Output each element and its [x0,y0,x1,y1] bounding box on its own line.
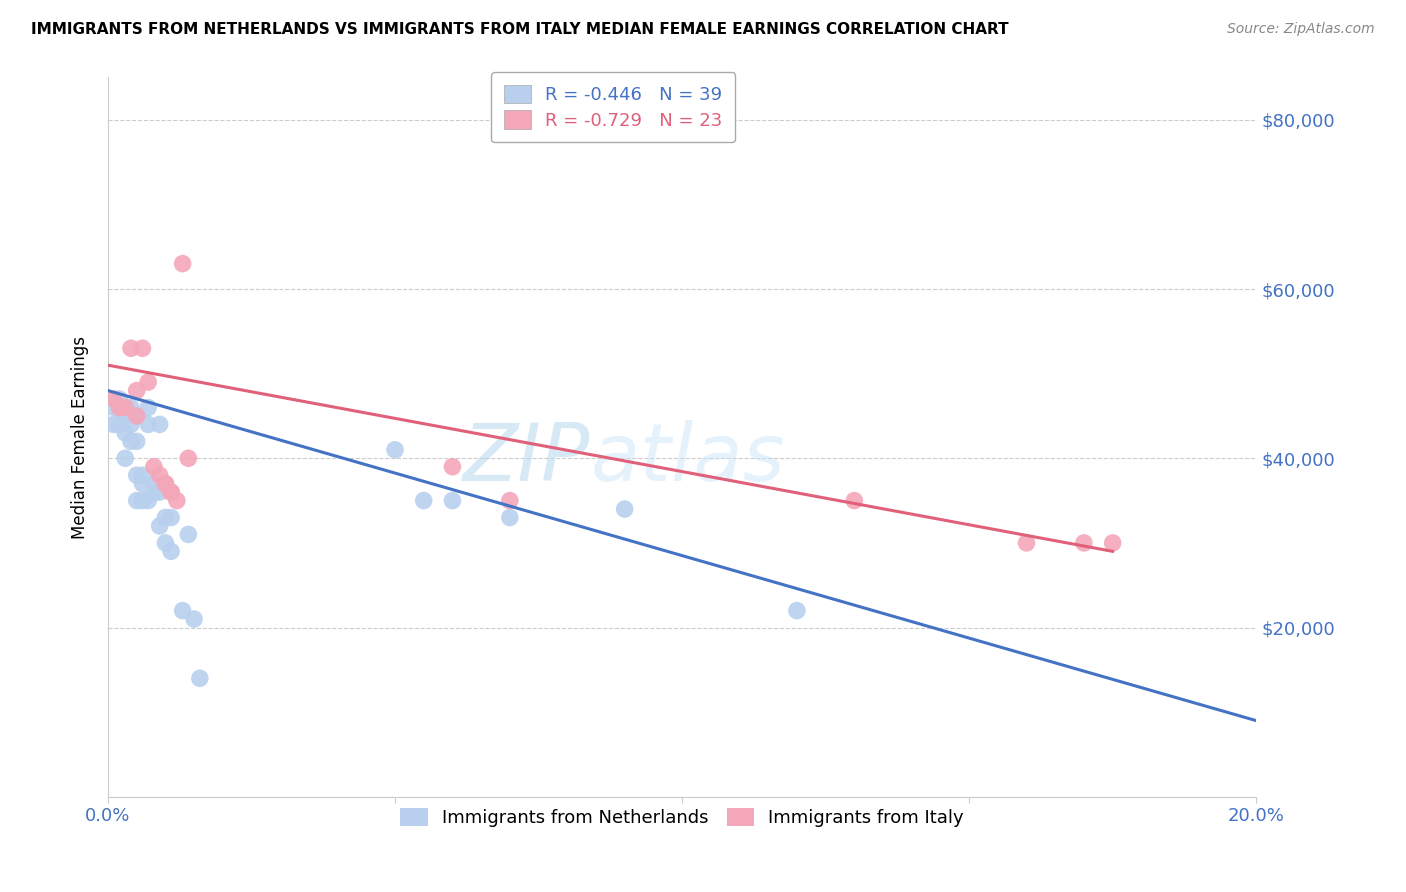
Text: ZIP: ZIP [463,420,591,498]
Point [177,527,200,541]
Point [131,476,153,491]
Point [136,417,159,432]
Point [103,392,125,406]
Point [160,485,183,500]
Point [108,417,131,432]
Point [125,384,148,398]
Point [155,476,177,491]
Point [142,485,165,500]
Point [149,417,172,432]
Point [149,485,172,500]
Point [155,510,177,524]
Point [172,604,194,618]
Point [125,409,148,423]
Point [136,401,159,415]
Point [120,434,142,449]
Point [499,510,522,524]
Point [166,493,188,508]
Point [125,434,148,449]
Point [131,341,153,355]
Point [136,493,159,508]
Point [114,425,136,440]
Point [131,493,153,508]
Point [120,417,142,432]
Point [786,604,808,618]
Point [844,493,866,508]
Point [125,468,148,483]
Point [441,459,464,474]
Text: Source: ZipAtlas.com: Source: ZipAtlas.com [1227,22,1375,37]
Point [441,493,464,508]
Point [155,536,177,550]
Point [142,476,165,491]
Point [114,409,136,423]
Point [149,519,172,533]
Point [160,485,183,500]
Point [155,476,177,491]
Point [412,493,434,508]
Point [125,409,148,423]
Point [160,544,183,558]
Legend: Immigrants from Netherlands, Immigrants from Italy: Immigrants from Netherlands, Immigrants … [394,801,972,835]
Point [108,401,131,415]
Point [188,671,211,685]
Point [160,510,183,524]
Point [120,401,142,415]
Text: IMMIGRANTS FROM NETHERLANDS VS IMMIGRANTS FROM ITALY MEDIAN FEMALE EARNINGS CORR: IMMIGRANTS FROM NETHERLANDS VS IMMIGRANT… [31,22,1008,37]
Point [384,442,406,457]
Text: atlas: atlas [591,420,785,498]
Point [177,451,200,466]
Point [613,502,636,516]
Point [114,401,136,415]
Point [114,451,136,466]
Point [1073,536,1095,550]
Point [172,257,194,271]
Point [108,392,131,406]
Point [499,493,522,508]
Point [1101,536,1123,550]
Point [142,459,165,474]
Point [131,468,153,483]
Point [149,468,172,483]
Point [1015,536,1038,550]
Point [103,401,125,415]
Point [183,612,205,626]
Point [120,341,142,355]
Point [136,375,159,389]
Y-axis label: Median Female Earnings: Median Female Earnings [72,335,89,539]
Point [103,417,125,432]
Point [125,493,148,508]
